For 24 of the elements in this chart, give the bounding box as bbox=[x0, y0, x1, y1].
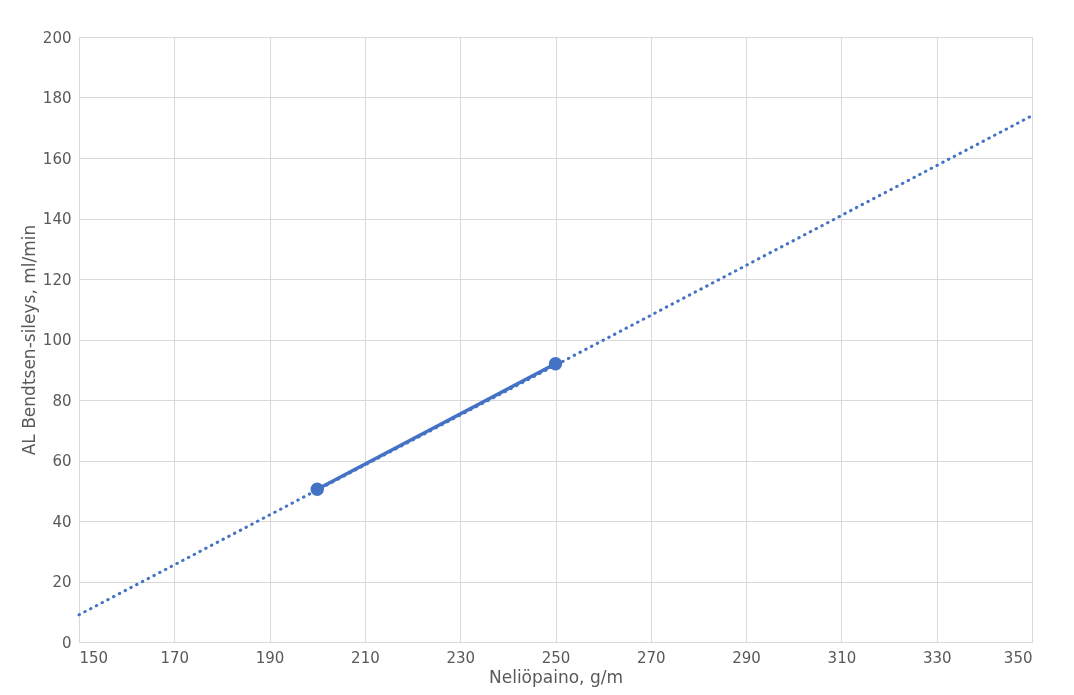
y-tick-label: 60 bbox=[52, 452, 72, 470]
x-tick-label: 290 bbox=[732, 648, 761, 667]
x-tick-label: 330 bbox=[922, 648, 952, 667]
y-tick-label: 80 bbox=[52, 391, 72, 410]
y-tick-label: 160 bbox=[42, 149, 72, 168]
x-tick-label: 150 bbox=[79, 648, 109, 667]
x-tick-label: 350 bbox=[1003, 648, 1033, 667]
y-tick-label: 120 bbox=[42, 270, 72, 289]
x-tick-label: 310 bbox=[827, 648, 857, 667]
x-tick-label: 230 bbox=[446, 648, 476, 667]
y-tick-label: 100 bbox=[42, 331, 72, 349]
x-tick-label: 250 bbox=[541, 648, 571, 667]
x-axis-title: Neliöpaino, g/m bbox=[488, 666, 624, 687]
x-tick-label: 190 bbox=[255, 648, 285, 667]
x-tick-label: 210 bbox=[351, 648, 380, 667]
y-tick-label: 200 bbox=[42, 28, 72, 47]
y-tick-label: 0 bbox=[61, 633, 72, 652]
y-tick-label: 180 bbox=[42, 89, 72, 107]
y-tick-label: 40 bbox=[52, 512, 72, 531]
y-tick-label: 20 bbox=[52, 573, 72, 591]
x-tick-label: 170 bbox=[160, 648, 190, 667]
x-tick-label: 270 bbox=[636, 648, 666, 667]
y-tick-label: 140 bbox=[42, 210, 72, 228]
y-axis-title: AL Bendtsen-sileys, ml/min bbox=[18, 224, 39, 456]
